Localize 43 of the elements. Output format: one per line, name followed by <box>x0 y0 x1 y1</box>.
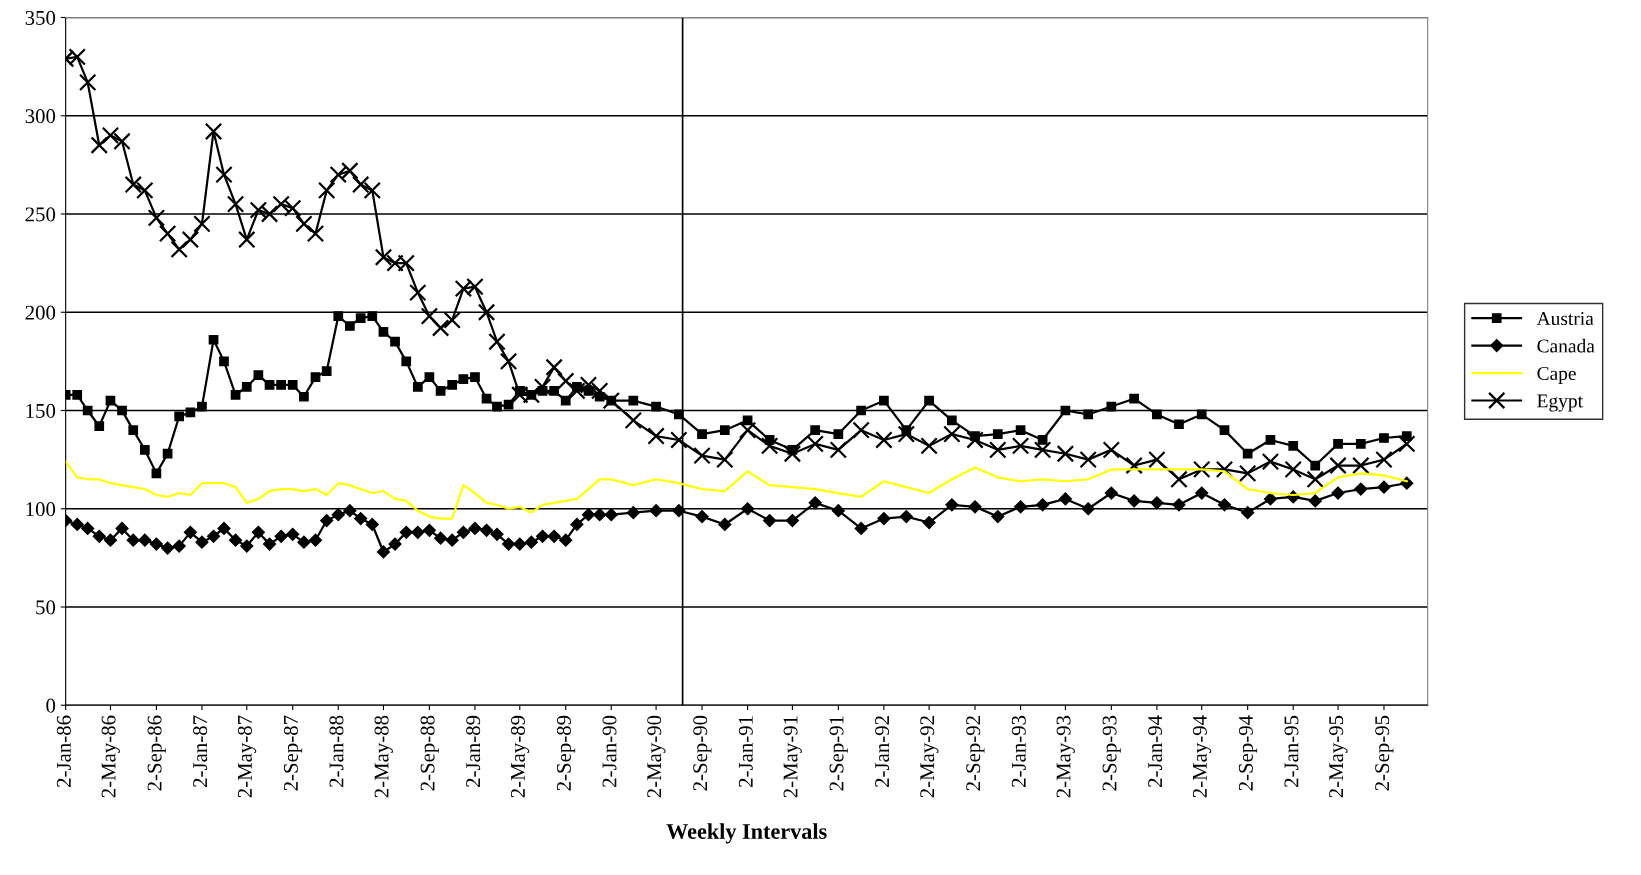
y-tick-label: 0 <box>46 698 56 713</box>
x-tick-label: 2-Jan-91 <box>738 716 753 787</box>
x-axis-title: Weekly Intervals <box>666 823 827 844</box>
y-tick-label: 150 <box>26 403 56 418</box>
y-tick-label: 350 <box>25 10 56 25</box>
x-tick-label: 2-Sep-87 <box>283 715 303 791</box>
y-tick-label: 250 <box>25 207 56 222</box>
x-tick-label: 2-Jan-89 <box>466 715 481 787</box>
x-tick-label: 2-May-93 <box>1056 715 1075 798</box>
x-tick-label: 2-Sep-94 <box>1238 715 1258 791</box>
x-tick-label: 2-May-92 <box>920 716 939 798</box>
x-tick-label: 2-May-88 <box>374 715 393 798</box>
x-tick-label: 2-Jan-92 <box>875 716 890 787</box>
x-tick-label: 2-Jan-90 <box>602 715 617 787</box>
y-tick-label: 300 <box>25 109 56 124</box>
y-tick-label: 100 <box>26 502 56 517</box>
x-tick-label: 2-Sep-93 <box>1102 715 1121 791</box>
x-tick-label: 2-Sep-86 <box>147 715 166 791</box>
x-tick-label: 2-May-95 <box>1329 715 1348 798</box>
x-tick-label: 2-May-94 <box>1192 715 1212 798</box>
legend-label: Canada <box>1537 338 1595 353</box>
x-tick-label: 2-Jan-95 <box>1284 715 1299 787</box>
legend-label: Cape <box>1537 366 1576 384</box>
x-tick-label: 2-Sep-89 <box>556 715 576 791</box>
x-tick-label: 2-Sep-92 <box>966 716 985 791</box>
x-tick-label: 2-Jan-86 <box>56 715 71 787</box>
x-tick-label: 2-Jan-87 <box>193 715 208 787</box>
x-tick-label: 2-Sep-88 <box>420 715 439 791</box>
y-tick-label: 50 <box>36 600 56 615</box>
x-tick-label: 2-May-91 <box>783 716 802 798</box>
x-tick-label: 2-May-90 <box>647 715 666 798</box>
x-tick-label: 2-May-86 <box>101 715 120 798</box>
legend-label: Egypt <box>1537 394 1583 412</box>
x-tick-label: 2-Jan-94 <box>1148 715 1163 787</box>
x-tick-label: 2-May-89 <box>510 715 530 798</box>
x-tick-label: 2-Sep-91 <box>829 716 848 791</box>
x-tick-label: 2-Jan-88 <box>329 715 344 787</box>
x-tick-label: 2-May-87 <box>237 715 257 798</box>
y-tick-label: 200 <box>25 305 56 320</box>
x-tick-label: 2-Sep-90 <box>693 715 712 791</box>
x-tick-label: 2-Jan-93 <box>1011 715 1026 787</box>
legend-label: Austria <box>1536 312 1594 326</box>
x-tick-label: 2-Sep-95 <box>1375 715 1394 791</box>
